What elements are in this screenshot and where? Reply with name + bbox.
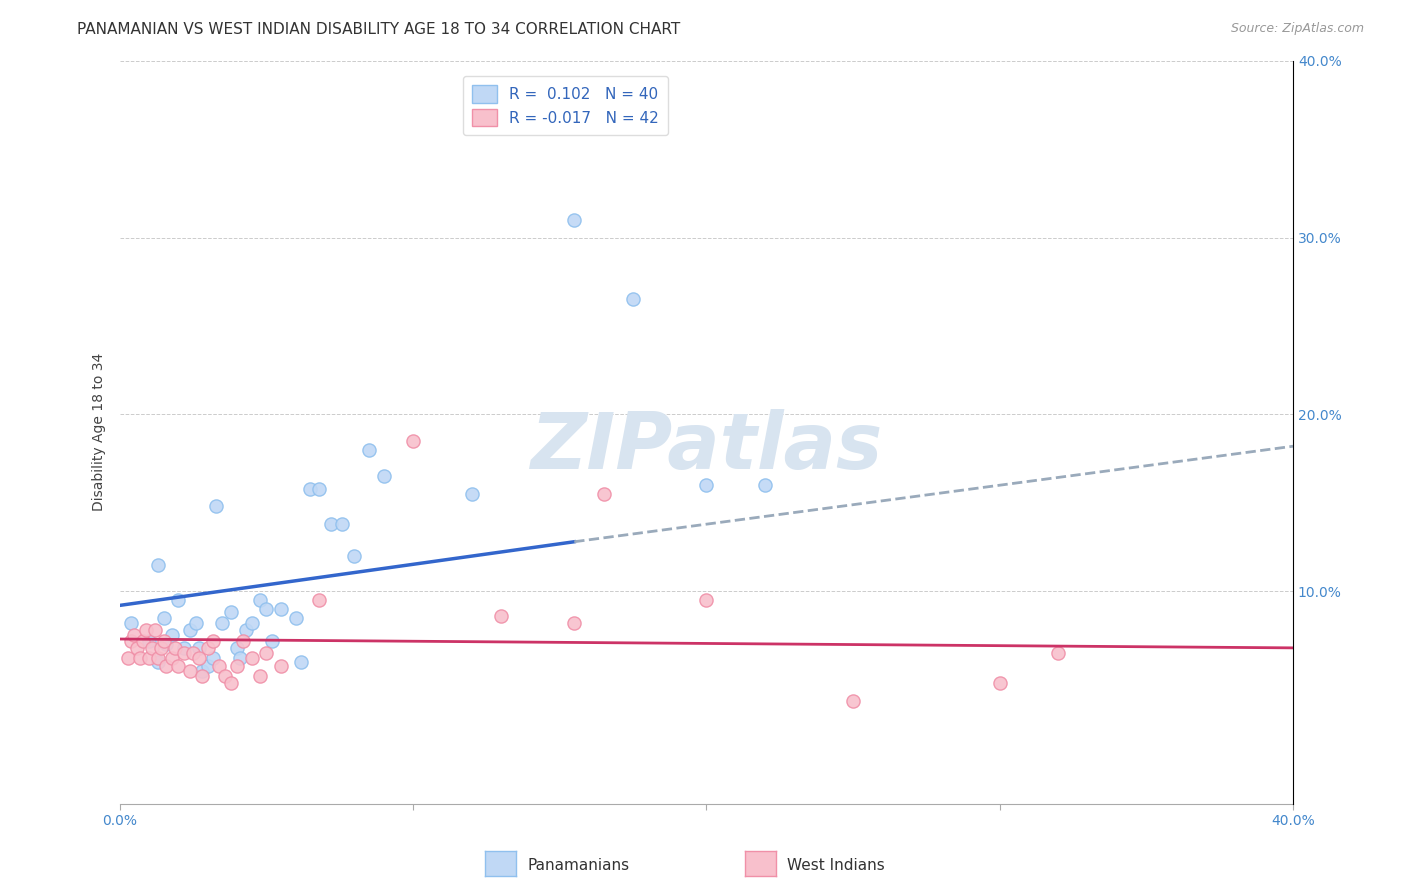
Point — [235, 623, 257, 637]
Point — [129, 651, 152, 665]
Point — [120, 616, 142, 631]
Text: ZIPatlas: ZIPatlas — [530, 409, 883, 485]
Point — [146, 558, 169, 572]
Point — [179, 664, 201, 678]
Point — [284, 611, 307, 625]
Point — [357, 442, 380, 457]
Point — [240, 651, 263, 665]
Text: Source: ZipAtlas.com: Source: ZipAtlas.com — [1230, 22, 1364, 36]
Point — [319, 517, 342, 532]
Point — [187, 651, 209, 665]
Point — [155, 658, 177, 673]
Legend: R =  0.102   N = 40, R = -0.017   N = 42: R = 0.102 N = 40, R = -0.017 N = 42 — [463, 76, 668, 136]
Point — [187, 640, 209, 655]
Point — [290, 655, 312, 669]
Point — [152, 633, 174, 648]
Point — [173, 640, 195, 655]
Point — [695, 593, 717, 607]
Point — [249, 593, 271, 607]
Point — [173, 646, 195, 660]
Point — [208, 658, 231, 673]
Point — [1047, 646, 1070, 660]
Point — [988, 676, 1011, 690]
Point — [211, 616, 233, 631]
Point — [162, 628, 184, 642]
Point — [165, 640, 187, 655]
Point — [219, 676, 242, 690]
Point — [249, 669, 271, 683]
Point — [254, 602, 277, 616]
Point — [754, 478, 776, 492]
Y-axis label: Disability Age 18 to 34: Disability Age 18 to 34 — [93, 353, 107, 511]
Point — [308, 593, 330, 607]
Point — [146, 651, 169, 665]
Point — [343, 549, 366, 563]
Point — [197, 658, 219, 673]
Point — [135, 623, 157, 637]
Point — [842, 694, 865, 708]
Point — [127, 640, 149, 655]
Point — [621, 293, 644, 307]
Point — [225, 658, 247, 673]
Point — [254, 646, 277, 660]
Point — [562, 212, 585, 227]
Point — [184, 616, 207, 631]
Point — [117, 651, 139, 665]
Point — [308, 482, 330, 496]
Point — [299, 482, 322, 496]
Point — [202, 633, 225, 648]
Point — [197, 640, 219, 655]
Point — [205, 500, 228, 514]
Point — [179, 623, 201, 637]
Point — [402, 434, 425, 448]
Text: PANAMANIAN VS WEST INDIAN DISABILITY AGE 18 TO 34 CORRELATION CHART: PANAMANIAN VS WEST INDIAN DISABILITY AGE… — [77, 22, 681, 37]
Point — [162, 651, 184, 665]
Point — [138, 651, 160, 665]
Point — [190, 669, 212, 683]
Text: West Indians: West Indians — [787, 858, 886, 872]
Point — [562, 616, 585, 631]
Point — [262, 633, 284, 648]
Point — [122, 628, 145, 642]
Point — [152, 611, 174, 625]
Point — [202, 651, 225, 665]
Point — [232, 633, 254, 648]
Point — [373, 469, 395, 483]
Point — [695, 478, 717, 492]
Point — [332, 517, 354, 532]
Point — [270, 658, 292, 673]
Point — [592, 487, 614, 501]
Point — [214, 669, 236, 683]
Text: Panamanians: Panamanians — [527, 858, 630, 872]
Point — [219, 606, 242, 620]
Point — [120, 633, 142, 648]
Point — [132, 633, 155, 648]
Point — [270, 602, 292, 616]
Point — [141, 640, 163, 655]
Point — [240, 616, 263, 631]
Point — [225, 640, 247, 655]
Point — [146, 655, 169, 669]
Point — [167, 658, 190, 673]
Point — [143, 623, 166, 637]
Point — [489, 609, 512, 624]
Point — [155, 637, 177, 651]
Point — [181, 646, 204, 660]
Point — [229, 651, 252, 665]
Point — [460, 487, 482, 501]
Point — [149, 640, 172, 655]
Point — [138, 633, 160, 648]
Point — [167, 593, 190, 607]
Point — [190, 664, 212, 678]
